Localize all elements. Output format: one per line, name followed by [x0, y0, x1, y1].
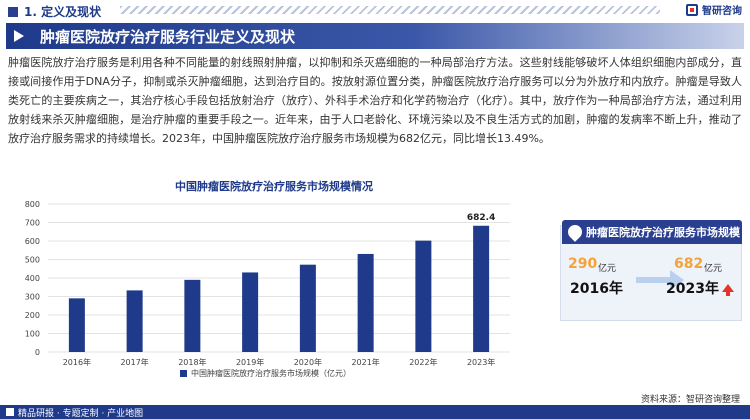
bar — [473, 225, 490, 352]
y-tick-label: 100 — [25, 330, 40, 339]
start-unit: 亿元 — [598, 264, 617, 274]
bar — [299, 264, 316, 352]
y-tick-label: 200 — [25, 311, 40, 320]
y-tick-label: 600 — [25, 237, 40, 246]
x-tick-label: 2016年 — [63, 357, 91, 367]
end-year: 2023年 — [666, 281, 719, 297]
x-tick-label: 2023年 — [467, 357, 495, 367]
y-tick-label: 500 — [25, 256, 40, 265]
square-icon — [6, 408, 14, 416]
bar — [415, 240, 432, 352]
bar — [68, 298, 85, 352]
side-card-title: 肿瘤医院放疗治疗服务市场规模 — [586, 226, 740, 239]
footer-bar: 精品研报 · 专题定制 · 产业地图 — [0, 405, 750, 419]
brand-name: 智研咨询 — [702, 6, 742, 17]
chart-title: 中国肿瘤医院放疗治疗服务市场规模情况 — [175, 180, 373, 193]
x-tick-label: 2021年 — [351, 357, 379, 367]
bar — [184, 279, 201, 352]
location-pin-icon — [565, 222, 585, 242]
x-tick-label: 2018年 — [178, 357, 206, 367]
square-icon — [8, 6, 18, 17]
y-tick-label: 300 — [25, 293, 40, 302]
source-note: 资料来源：智研咨询整理 — [640, 395, 740, 405]
decorative-stripes — [120, 6, 660, 14]
bar-chart: 0 100 200 300 400 500 600 700 800 2016年 2017年 2018年… — [25, 200, 510, 378]
footer: 资料来源：智研咨询整理 精品研报 · 专题定制 · 产业地图 — [0, 392, 750, 419]
definition-paragraph: 肿瘤医院放疗治疗服务是利用各种不同能量的射线照射肿瘤，以抑制和杀灭癌细胞的一种局… — [8, 56, 742, 145]
y-tick-label: 0 — [35, 348, 40, 357]
start-year: 2016年 — [570, 281, 623, 297]
bar — [126, 290, 143, 352]
x-tick-label: 2022年 — [409, 357, 437, 367]
footer-slogan: 精品研报 · 专题定制 · 产业地图 — [18, 409, 144, 419]
data-label: 682.4 — [467, 213, 495, 223]
x-tick-label: 2020年 — [294, 357, 322, 367]
page-title: 肿瘤医院放疗治疗服务行业定义及现状 — [40, 27, 296, 46]
end-unit: 亿元 — [704, 264, 723, 274]
bar — [242, 272, 259, 352]
bar — [357, 253, 374, 352]
y-tick-label: 400 — [25, 274, 40, 283]
brand-logo-icon — [686, 3, 698, 16]
end-value: 682 — [674, 256, 704, 272]
section-title: 1. 定义及现状 — [24, 5, 102, 19]
x-tick-label: 2019年 — [236, 357, 264, 367]
arrow-right-icon — [636, 270, 686, 290]
x-tick-label: 2017年 — [120, 357, 148, 367]
legend-swatch — [180, 370, 187, 377]
y-tick-label: 800 — [25, 200, 40, 209]
legend-label: 中国肿瘤医院放疗治疗服务市场规模（亿元） — [191, 368, 351, 378]
header-bar: 肿瘤医院放疗治疗服务行业定义及现状 — [6, 23, 744, 49]
side-card-body: 290 亿元 2016年 682 亿元 2023年 — [566, 252, 738, 312]
top-bar: 1. 定义及现状 智研咨询 — [0, 0, 750, 22]
section-label: 1. 定义及现状 — [8, 3, 101, 20]
play-icon — [14, 27, 32, 45]
y-tick-label: 700 — [25, 219, 40, 228]
start-value: 290 — [568, 256, 598, 272]
up-arrow-icon — [722, 284, 734, 296]
brand-logo: 智研咨询 — [686, 2, 742, 17]
side-card-header: 肿瘤医院放疗治疗服务市场规模 — [562, 220, 742, 244]
